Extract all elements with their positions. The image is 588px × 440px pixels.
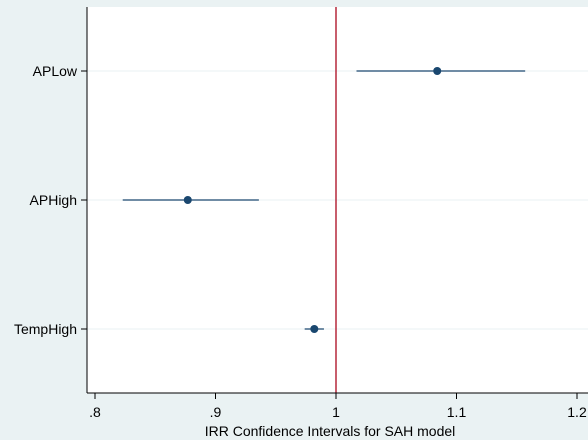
- estimate-point-layer: [183, 67, 442, 333]
- x-tick-label: .8: [89, 404, 101, 420]
- x-tick-label: 1.2: [567, 404, 587, 420]
- y-tick-label-temphigh: TempHigh: [14, 321, 77, 337]
- x-tick-label: 1: [332, 404, 340, 420]
- x-tick-label: 1.1: [447, 404, 467, 420]
- estimate-point-temphigh: [310, 325, 319, 333]
- y-tick-label-aphigh: APHigh: [30, 192, 77, 208]
- x-tick-label: .9: [210, 404, 222, 420]
- estimate-point-aplow: [433, 67, 442, 75]
- x-axis-title: IRR Confidence Intervals for SAH model: [205, 423, 456, 439]
- y-tick-label-aplow: APLow: [33, 63, 78, 79]
- estimate-point-aphigh: [183, 196, 192, 204]
- x-axis-ticks: .8 .9 1 1.1 1.2: [89, 393, 587, 420]
- y-axis-ticks: APLow APHigh TempHigh: [14, 63, 87, 337]
